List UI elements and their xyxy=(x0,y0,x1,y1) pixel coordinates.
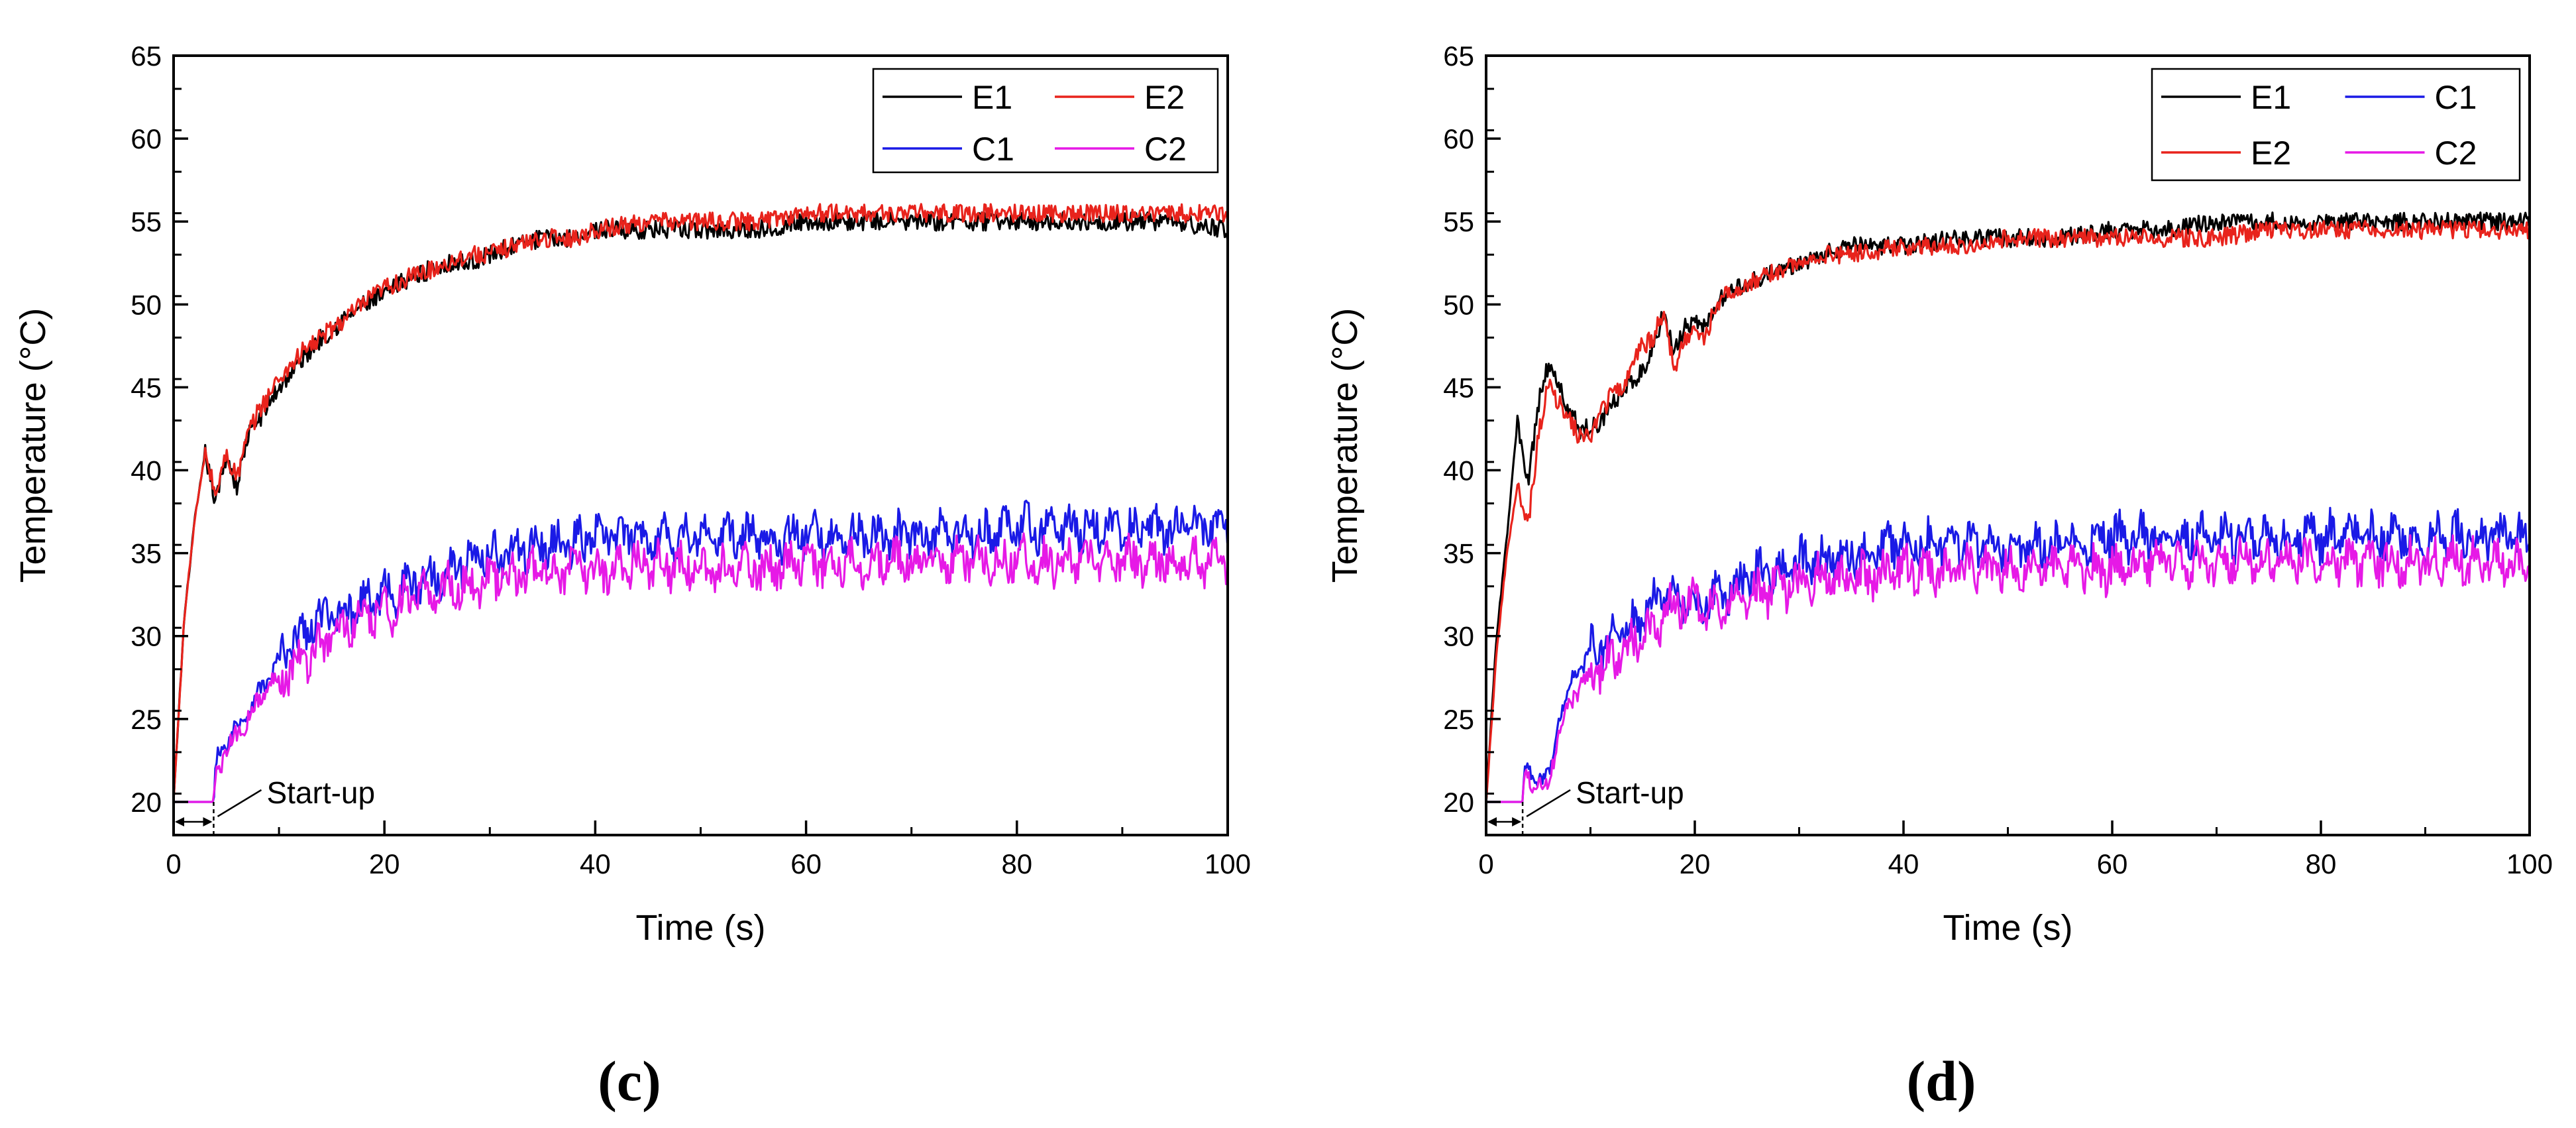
x-tick-label: 20 xyxy=(1680,848,1711,879)
y-tick-label: 50 xyxy=(131,289,162,320)
x-tick-label: 80 xyxy=(2306,848,2337,879)
x-tick-label: 20 xyxy=(369,848,400,879)
legend-label-c1: C1 xyxy=(972,131,1014,168)
startup-arrow-head-right xyxy=(1512,817,1522,826)
series-line-c2 xyxy=(174,532,1228,803)
y-tick-label: 20 xyxy=(1443,787,1474,818)
y-tick-label: 20 xyxy=(131,787,162,818)
panel-label: (c) xyxy=(598,1049,661,1113)
y-tick-label: 30 xyxy=(131,621,162,652)
x-tick-label: 60 xyxy=(790,848,822,879)
y-tick-label: 40 xyxy=(131,455,162,486)
x-axis-title: Time (s) xyxy=(636,908,766,948)
legend-label-e1: E1 xyxy=(2251,79,2291,116)
y-tick-label: 55 xyxy=(1443,206,1474,237)
startup-annotation-label: Start-up xyxy=(266,775,375,810)
legend-label-e2: E2 xyxy=(2251,135,2291,172)
y-tick-label: 60 xyxy=(1443,123,1474,154)
y-tick-label: 50 xyxy=(1443,289,1474,320)
legend-label-c1: C1 xyxy=(2435,79,2477,116)
y-tick-label: 25 xyxy=(1443,704,1474,735)
y-tick-label: 40 xyxy=(1443,455,1474,486)
y-tick-label: 55 xyxy=(131,206,162,237)
y-axis-title: Temperature (°C) xyxy=(13,308,53,583)
x-tick-label: 100 xyxy=(1205,848,1251,879)
y-tick-label: 65 xyxy=(131,40,162,72)
y-tick-label: 60 xyxy=(131,123,162,154)
startup-leader-line xyxy=(217,789,262,818)
y-tick-label: 45 xyxy=(1443,372,1474,403)
panel-label: (d) xyxy=(1906,1049,1976,1113)
series-group xyxy=(1486,211,2530,805)
x-tick-label: 80 xyxy=(1001,848,1032,879)
legend-box xyxy=(872,68,1219,174)
series-line-e1 xyxy=(1486,211,2530,805)
series-line-e2 xyxy=(174,203,1228,801)
series-group xyxy=(174,203,1228,803)
x-axis-title: Time (s) xyxy=(1943,908,2073,948)
startup-arrow-head-left xyxy=(175,817,184,826)
legend-label-c2: C2 xyxy=(1144,131,1187,168)
x-tick-label: 40 xyxy=(580,848,611,879)
x-tick-label: 60 xyxy=(2097,848,2128,879)
y-tick-label: 45 xyxy=(131,372,162,403)
startup-arrow-head-right xyxy=(203,817,213,826)
legend-label-e1: E1 xyxy=(972,79,1012,116)
y-tick-label: 30 xyxy=(1443,621,1474,652)
y-tick-label: 35 xyxy=(131,538,162,569)
series-line-c2 xyxy=(1486,534,2530,803)
x-tick-label: 0 xyxy=(166,848,181,879)
legend-label-c2: C2 xyxy=(2435,135,2477,172)
series-line-e2 xyxy=(1486,219,2530,805)
series-line-c1 xyxy=(174,500,1228,803)
x-tick-label: 0 xyxy=(1478,848,1493,879)
startup-arrow-head-left xyxy=(1487,817,1497,826)
y-tick-label: 65 xyxy=(1443,40,1474,72)
startup-leader-line xyxy=(1526,789,1571,818)
x-tick-label: 100 xyxy=(2506,848,2553,879)
y-tick-label: 35 xyxy=(1443,538,1474,569)
y-axis-title: Temperature (°C) xyxy=(1325,308,1365,583)
legend-box xyxy=(2151,68,2521,182)
x-tick-label: 40 xyxy=(1888,848,1919,879)
legend-label-e2: E2 xyxy=(1144,79,1185,116)
y-tick-label: 25 xyxy=(131,704,162,735)
startup-annotation-label: Start-up xyxy=(1576,775,1684,810)
